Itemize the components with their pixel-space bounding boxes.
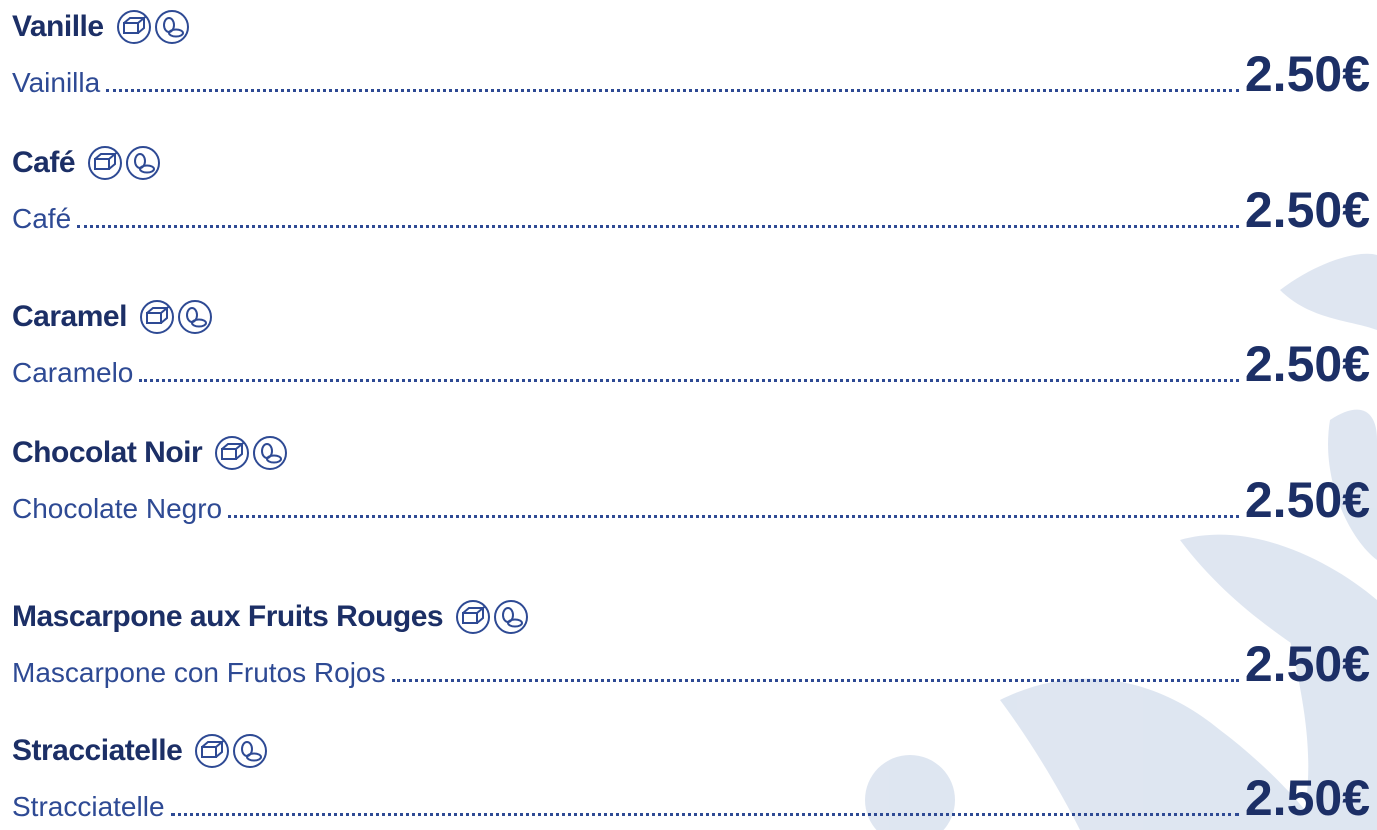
subtitle-line: Caramelo 2.50€ <box>12 338 1370 390</box>
allergen-egg-icon <box>125 145 161 181</box>
item-name: Vanille <box>12 10 104 44</box>
menu-item: Café Café 2.50€ <box>12 142 1370 236</box>
item-subtitle: Chocolate Negro <box>12 492 222 526</box>
allergen-icons <box>116 9 190 45</box>
item-price: 2.50€ <box>1245 772 1370 824</box>
name-line: Vanille <box>12 6 1370 48</box>
item-price: 2.50€ <box>1245 184 1370 236</box>
item-price: 2.50€ <box>1245 638 1370 690</box>
menu-page: VanilleVainilla2.50€CaféCafé2.50€Caramel… <box>0 0 1377 830</box>
allergen-egg-icon <box>493 599 529 635</box>
menu-item: Vanille Vainilla 2.50€ <box>12 6 1370 100</box>
menu-item: Chocolat Noir Chocolate Negro 2.50€ <box>12 432 1370 526</box>
item-subtitle: Vainilla <box>12 66 100 100</box>
subtitle-line: Stracciatelle 2.50€ <box>12 772 1370 824</box>
allergen-icons <box>194 733 268 769</box>
name-line: Mascarpone aux Fruits Rouges <box>12 596 1370 638</box>
dot-leader <box>392 679 1239 682</box>
menu-item: Mascarpone aux Fruits Rouges Mascarpone c… <box>12 596 1370 690</box>
dot-leader <box>139 379 1238 382</box>
name-line: Stracciatelle <box>12 730 1370 772</box>
subtitle-line: Café 2.50€ <box>12 184 1370 236</box>
item-subtitle: Mascarpone con Frutos Rojos <box>12 656 386 690</box>
item-price: 2.50€ <box>1245 338 1370 390</box>
allergen-milk-icon <box>139 299 175 335</box>
allergen-milk-icon <box>116 9 152 45</box>
allergen-icons <box>87 145 161 181</box>
name-line: Café <box>12 142 1370 184</box>
allergen-milk-icon <box>194 733 230 769</box>
dot-leader <box>106 89 1239 92</box>
item-name: Caramel <box>12 300 127 334</box>
allergen-egg-icon <box>177 299 213 335</box>
background-ornament <box>0 0 1377 830</box>
dot-leader <box>228 515 1239 518</box>
item-subtitle: Café <box>12 202 71 236</box>
item-subtitle: Stracciatelle <box>12 790 165 824</box>
subtitle-line: Chocolate Negro 2.50€ <box>12 474 1370 526</box>
allergen-milk-icon <box>87 145 123 181</box>
item-name: Mascarpone aux Fruits Rouges <box>12 600 443 634</box>
menu-item: Stracciatelle Stracciatelle 2.50€ <box>12 730 1370 824</box>
allergen-egg-icon <box>154 9 190 45</box>
allergen-icons <box>139 299 213 335</box>
item-price: 2.50€ <box>1245 474 1370 526</box>
item-name: Stracciatelle <box>12 734 182 768</box>
allergen-egg-icon <box>252 435 288 471</box>
allergen-icons <box>455 599 529 635</box>
allergen-icons <box>214 435 288 471</box>
item-price: 2.50€ <box>1245 48 1370 100</box>
allergen-egg-icon <box>232 733 268 769</box>
subtitle-line: Mascarpone con Frutos Rojos 2.50€ <box>12 638 1370 690</box>
dot-leader <box>77 225 1239 228</box>
name-line: Chocolat Noir <box>12 432 1370 474</box>
item-name: Chocolat Noir <box>12 436 202 470</box>
dot-leader <box>171 813 1239 816</box>
item-subtitle: Caramelo <box>12 356 133 390</box>
subtitle-line: Vainilla 2.50€ <box>12 48 1370 100</box>
name-line: Caramel <box>12 296 1370 338</box>
allergen-milk-icon <box>214 435 250 471</box>
item-name: Café <box>12 146 75 180</box>
allergen-milk-icon <box>455 599 491 635</box>
menu-item: Caramel Caramelo 2.50€ <box>12 296 1370 390</box>
